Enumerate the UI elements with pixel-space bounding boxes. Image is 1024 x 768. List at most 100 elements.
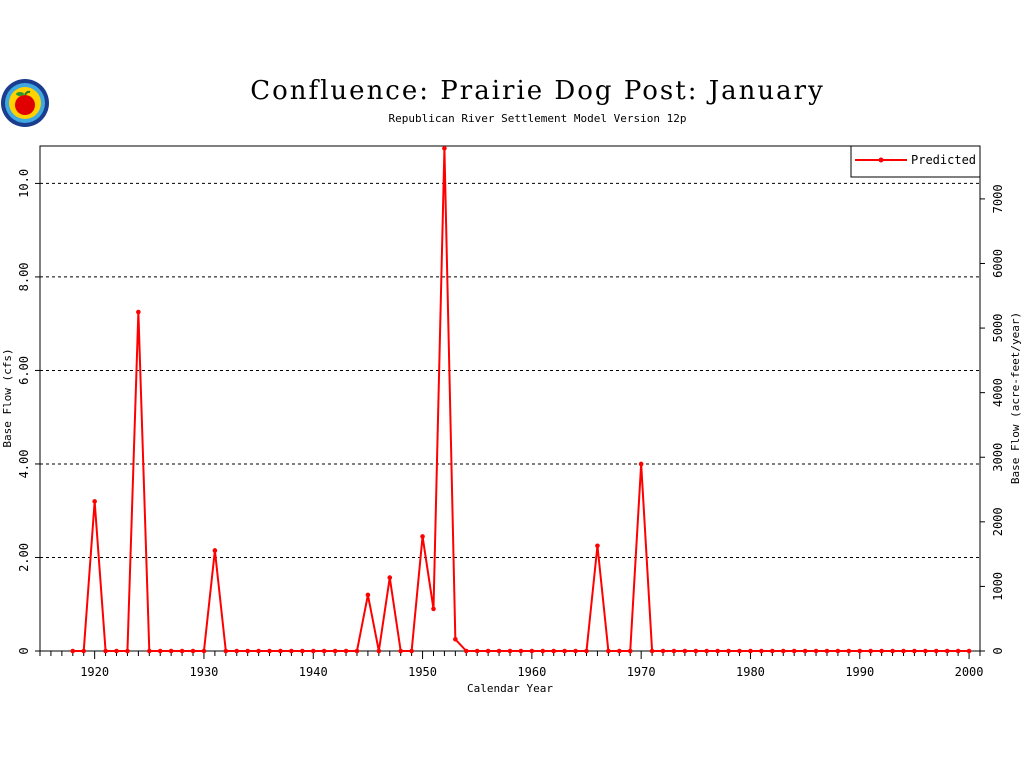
data-point [212,548,218,553]
data-point [190,648,196,654]
ticks-layer: 0 2.00 4.00 6.00 8.00 10.0 0 1000 2000 3000 4000 50… [17,169,1005,679]
y2-tick-label: 1000 [991,572,1005,601]
y-tick-label: 2.00 [17,543,31,572]
y2-axis-label: Base Flow (acre-feet/year) [1009,312,1022,484]
data-point [584,648,589,654]
data-point [923,648,928,654]
data-point [955,648,961,654]
data-point [693,648,699,654]
data-point [474,648,480,654]
y-tick-label: 0 [17,647,31,654]
data-point [201,648,207,654]
data-point [726,648,731,654]
data-point [660,648,666,654]
data-point [868,648,873,654]
x-tick-label: 1990 [845,665,874,679]
series-line-predicted [72,147,970,652]
data-point [463,648,469,654]
data-point [933,648,939,654]
data-point [398,648,403,654]
data-point [529,648,535,654]
organization-logo [1,79,49,127]
data-point [310,648,316,654]
data-point [92,499,97,504]
data-point [300,648,305,654]
data-point [802,648,808,654]
data-point [649,648,655,654]
data-point [606,648,611,654]
y-tick-label: 6.00 [17,356,31,385]
data-point [879,648,884,654]
data-point [70,648,76,654]
data-point [81,648,87,654]
data-point [507,648,513,654]
y2-tick-label: 2000 [991,507,1005,536]
data-point [365,592,371,598]
chart-title: Confluence: Prairie Dog Post: January [250,76,825,106]
data-point [168,648,174,654]
data-point [496,648,502,654]
data-point [147,648,152,654]
grid-layer [40,182,980,558]
x-tick-label: 1980 [736,665,765,679]
data-point [857,648,863,654]
plot-frame [39,145,981,652]
data-point [453,637,458,642]
data-point [485,648,491,654]
data-point [409,648,414,654]
y-tick-label: 4.00 [17,450,31,479]
x-tick-label: 1940 [299,665,328,679]
data-point [595,543,600,549]
data-point [157,648,163,654]
chart-subtitle: Republican River Settlement Model Versio… [388,112,687,125]
data-point [573,648,578,654]
x-tick-label: 1970 [627,665,656,679]
data-point [901,648,906,654]
y2-tick-label: 4000 [991,378,1005,407]
data-point [354,648,360,654]
data-point [278,648,283,654]
data-point [562,648,567,654]
data-point [780,648,786,654]
y2-tick-label: 0 [991,647,1005,654]
y2-tick-label: 3000 [991,443,1005,472]
data-point [223,648,229,654]
data-point [321,648,327,654]
data-point [540,648,546,654]
x-tick-label: 2000 [955,665,984,679]
data-point [813,648,819,654]
x-axis-label: Calendar Year [467,682,553,695]
data-point [136,309,141,315]
x-tick-label: 1960 [517,665,546,679]
data-point [627,648,633,654]
data-point [715,648,720,654]
data-point [332,648,338,654]
data-point [846,648,852,654]
data-point [737,648,742,654]
data-point [748,648,753,654]
data-point [890,648,895,654]
data-point [835,648,841,654]
data-point [420,534,425,539]
y-tick-label: 10.0 [17,169,31,198]
legend-box [850,145,981,178]
data-point [256,648,261,654]
data-point [791,648,797,654]
data-point [944,648,950,654]
data-point [518,648,524,654]
x-tick-label: 1950 [408,665,437,679]
data-point [125,648,130,654]
data-point [682,648,688,654]
series-layer [70,146,972,654]
legend-label: Predicted [911,153,976,167]
data-point [966,648,972,654]
data-point [770,648,775,654]
legend: Predicted [850,145,981,178]
data-point [289,648,294,654]
data-point [376,648,382,654]
data-point [114,648,119,654]
data-point [671,648,677,654]
y-axis-label: Base Flow (cfs) [1,348,14,447]
data-point [179,648,185,654]
